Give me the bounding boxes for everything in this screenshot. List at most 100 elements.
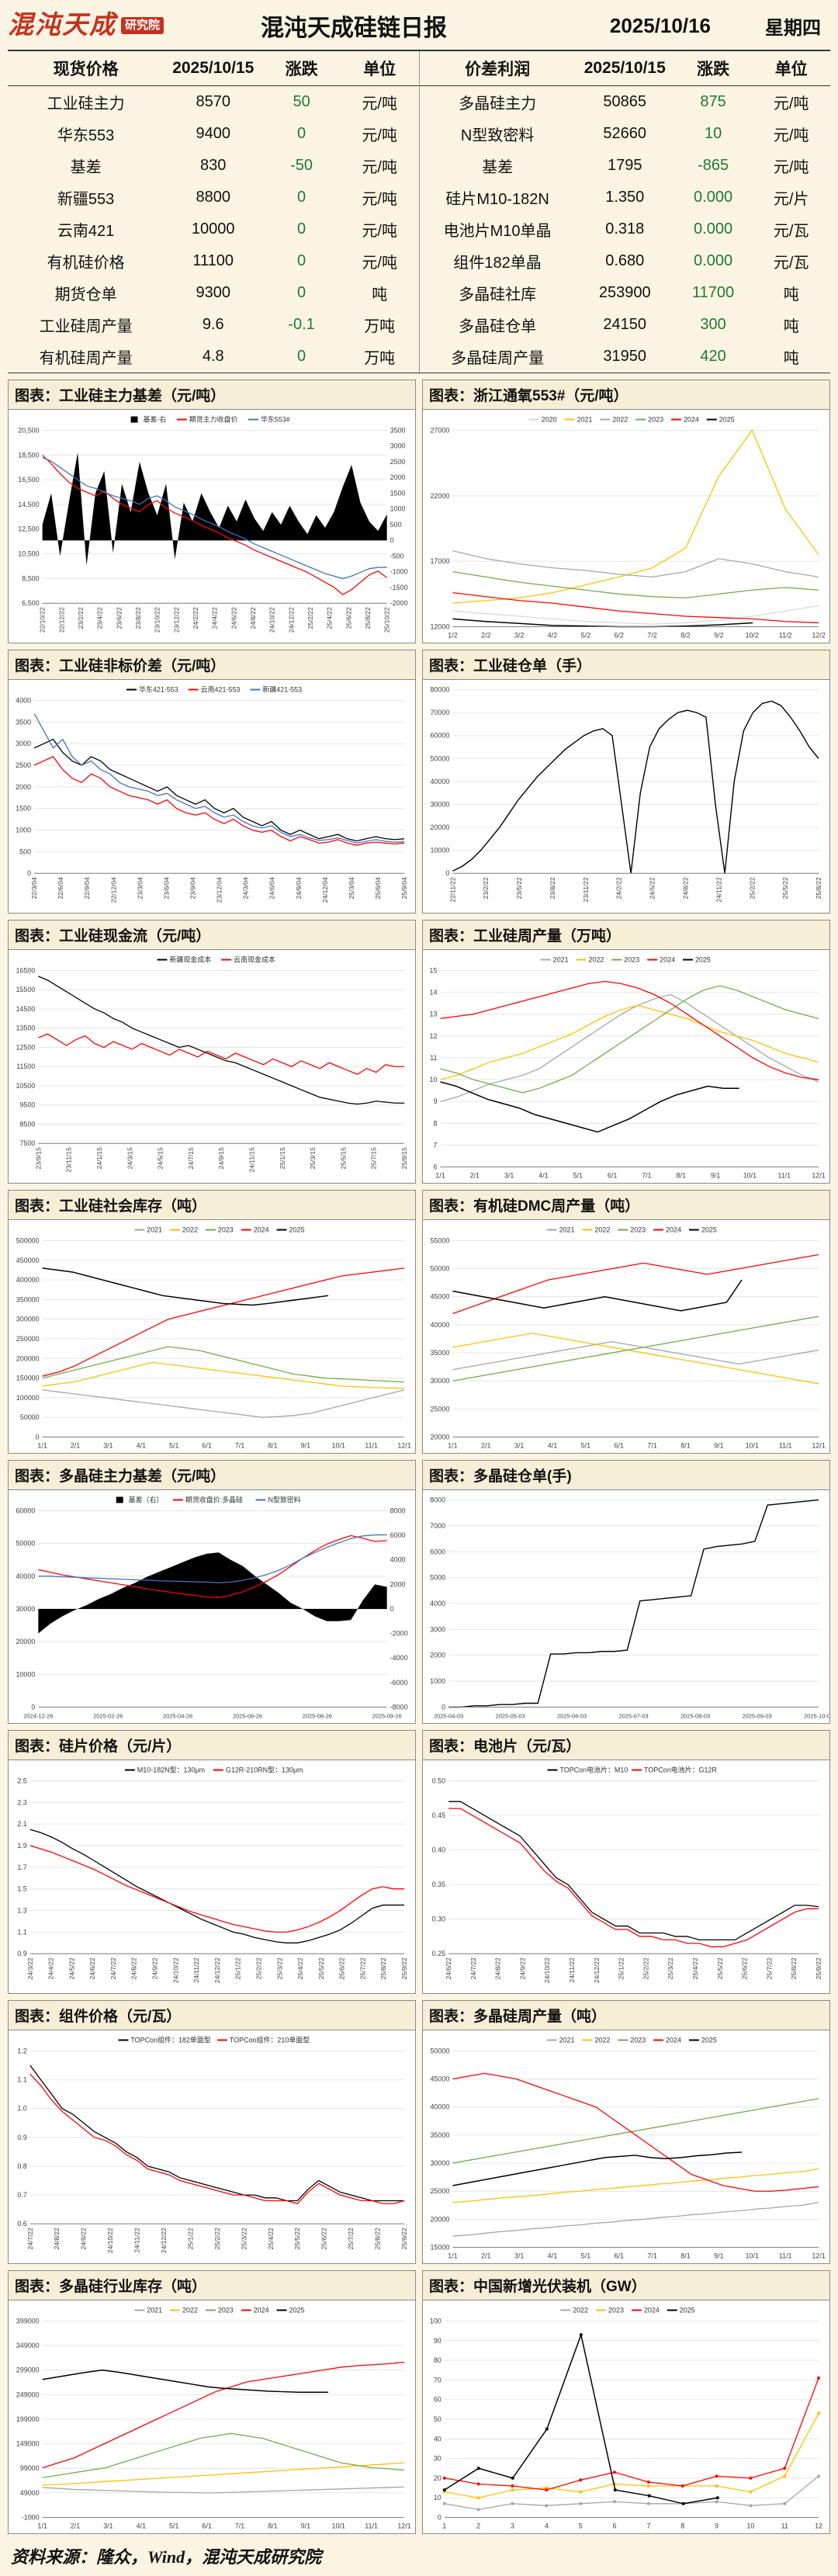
svg-text:-1500: -1500 xyxy=(390,584,408,591)
svg-text:6: 6 xyxy=(613,2522,617,2529)
svg-text:23/9/15: 23/9/15 xyxy=(34,1147,42,1170)
svg-text:0.45: 0.45 xyxy=(432,1812,445,1819)
svg-text:2022: 2022 xyxy=(182,1226,198,1234)
svg-text:新疆现金成本: 新疆现金成本 xyxy=(169,955,211,964)
row-value: 52660 xyxy=(603,125,647,142)
svg-text:30000: 30000 xyxy=(16,1605,35,1613)
svg-text:6000: 6000 xyxy=(430,1548,445,1555)
chart-title: 图表：工业硅社会库存（吨） xyxy=(9,1191,415,1220)
svg-text:24/1/15: 24/1/15 xyxy=(95,1147,103,1170)
svg-text:24/6/04: 24/6/04 xyxy=(268,877,276,900)
svg-text:4/1: 4/1 xyxy=(538,1171,548,1179)
svg-text:6,500: 6,500 xyxy=(22,599,39,607)
svg-text:25/7/15: 25/7/15 xyxy=(370,1147,378,1170)
svg-text:2024-12-26: 2024-12-26 xyxy=(23,1712,53,1719)
svg-text:4/1: 4/1 xyxy=(137,1441,146,1449)
svg-text:5/2: 5/2 xyxy=(581,631,590,639)
svg-text:12/1: 12/1 xyxy=(397,1441,410,1449)
table-row: 电池片M10单晶 0.318 0.000 元/瓦 xyxy=(420,213,831,245)
row-value: 24150 xyxy=(603,316,647,333)
svg-text:40: 40 xyxy=(434,2435,442,2443)
table-row: 工业硅周产量 9.6 -0.1 万吨 xyxy=(8,309,419,341)
svg-text:12500: 12500 xyxy=(16,1043,35,1051)
table-row: 基差 1795 -865 元/吨 xyxy=(420,150,831,182)
chart-canvas: 8000 7000 6000 5000 4000 3000 2000 1000 02025-04… xyxy=(423,1490,829,1723)
svg-text:24/12/04: 24/12/04 xyxy=(321,877,329,903)
svg-text:0: 0 xyxy=(390,1605,394,1613)
row-change: 0 xyxy=(297,189,306,206)
svg-text:8: 8 xyxy=(680,2522,684,2529)
svg-text:2025: 2025 xyxy=(289,1226,305,1234)
column-header: 单位 xyxy=(752,51,830,86)
svg-text:1: 1 xyxy=(442,2522,446,2529)
svg-text:4/1: 4/1 xyxy=(137,2522,146,2529)
svg-text:24/9/22: 24/9/22 xyxy=(80,2228,88,2250)
svg-text:25/5/22: 25/5/22 xyxy=(317,1957,325,1980)
svg-text:-6000: -6000 xyxy=(390,1679,408,1687)
svg-text:0.6: 0.6 xyxy=(17,2220,26,2228)
svg-text:25/2/22: 25/2/22 xyxy=(255,1957,262,1980)
svg-text:49000: 49000 xyxy=(20,2489,40,2497)
svg-text:N型致密料: N型致密料 xyxy=(268,1496,300,1504)
svg-text:2025-06-03: 2025-06-03 xyxy=(557,1712,587,1719)
svg-text:25/6/04: 25/6/04 xyxy=(374,877,382,900)
svg-text:24/12/22: 24/12/22 xyxy=(593,1957,601,1983)
svg-text:23/2/22: 23/2/22 xyxy=(77,607,85,629)
svg-text:7/2: 7/2 xyxy=(647,631,656,639)
svg-text:1/1: 1/1 xyxy=(448,1441,457,1449)
chart-block: 图表：工业硅非标价差（元/吨） 4000 3500 3000 2500 2000 1500 1… xyxy=(8,650,416,914)
svg-text:10: 10 xyxy=(430,1076,438,1083)
svg-text:299000: 299000 xyxy=(16,2366,40,2374)
svg-text:23/6/22: 23/6/22 xyxy=(115,607,123,629)
svg-text:2024: 2024 xyxy=(254,1226,269,1234)
svg-text:23/10/22: 23/10/22 xyxy=(154,607,161,633)
svg-text:99000: 99000 xyxy=(20,2464,40,2472)
table-row: 多晶硅社库 253900 11700 吨 xyxy=(420,277,831,309)
svg-text:0.35: 0.35 xyxy=(432,1881,445,1888)
chart-title: 图表：多晶硅主力基差（元/吨） xyxy=(9,1461,415,1490)
table-row: 多晶硅仓单 24150 300 吨 xyxy=(420,309,831,341)
svg-text:6000: 6000 xyxy=(390,1531,406,1539)
chart-block: 图表：多晶硅周产量（吨） 50000 45000 40000 35000 30000 250… xyxy=(422,2000,830,2264)
svg-text:7/1: 7/1 xyxy=(235,1441,244,1449)
row-change: -0.1 xyxy=(288,316,315,333)
svg-text:500000: 500000 xyxy=(16,1236,40,1244)
svg-text:24/5/22: 24/5/22 xyxy=(649,877,656,900)
svg-text:24/3/15: 24/3/15 xyxy=(126,1147,133,1170)
chart-canvas: 1.2 1.1 1.0 0.9 0.8 0.7 0.624/7/22 24/8/22 24/9/… xyxy=(9,2030,415,2263)
svg-text:期货主力收盘价: 期货主力收盘价 xyxy=(189,415,238,424)
row-label: 多晶硅主力 xyxy=(459,95,537,113)
svg-text:7/1: 7/1 xyxy=(647,2252,656,2259)
svg-text:100000: 100000 xyxy=(16,1394,40,1402)
svg-text:7/1: 7/1 xyxy=(235,2522,244,2529)
svg-text:12/1: 12/1 xyxy=(812,2252,825,2259)
chart-title: 图表：浙江通氧553#（元/吨） xyxy=(423,380,829,410)
svg-text:30000: 30000 xyxy=(430,1377,449,1385)
svg-text:25/5/15: 25/5/15 xyxy=(339,1147,347,1170)
svg-text:20: 20 xyxy=(434,2474,442,2482)
svg-text:10,500: 10,500 xyxy=(18,550,39,558)
svg-text:2/1: 2/1 xyxy=(481,1441,490,1449)
svg-text:22/12/22: 22/12/22 xyxy=(57,607,65,633)
row-unit: 元/吨 xyxy=(362,127,397,144)
svg-text:8/1: 8/1 xyxy=(680,1441,690,1449)
svg-text:5/1: 5/1 xyxy=(169,2522,178,2529)
table-divider xyxy=(418,51,420,373)
svg-text:2024: 2024 xyxy=(660,956,675,964)
column-header: 价差利润 xyxy=(419,51,576,86)
svg-text:2023: 2023 xyxy=(608,2307,624,2314)
row-value: 10000 xyxy=(191,220,235,237)
chart-block: 图表：多晶硅主力基差（元/吨） 60000 50000 40000 30000 20000… xyxy=(8,1460,416,1724)
table-header-row: 价差利润 2025/10/15 涨跌 单位 xyxy=(419,51,830,86)
svg-text:2: 2 xyxy=(476,2522,480,2529)
svg-text:4: 4 xyxy=(545,2522,549,2529)
svg-text:25/7/22: 25/7/22 xyxy=(358,1957,366,1980)
svg-text:30: 30 xyxy=(434,2455,442,2463)
table-row: 有机硅周产量 4.8 0 万吨 xyxy=(8,341,419,373)
row-unit: 元/瓦 xyxy=(773,255,809,272)
chart-title: 图表：工业硅现金流（元/吨） xyxy=(9,920,415,950)
svg-text:2025-09-26: 2025-09-26 xyxy=(372,1712,402,1719)
svg-text:华东553#: 华东553# xyxy=(261,415,290,424)
svg-text:2024: 2024 xyxy=(254,2307,269,2314)
